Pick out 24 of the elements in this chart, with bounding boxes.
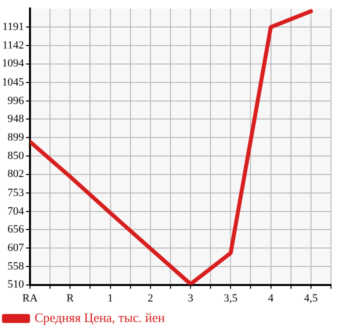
y-tick-label: 704: [8, 205, 24, 218]
y-tick-label: 996: [8, 94, 24, 107]
x-tick-label: RA: [22, 292, 38, 304]
y-tick-label: 850: [8, 150, 24, 162]
y-tick-label: 802: [8, 168, 24, 180]
x-tick-label: 4,5: [304, 292, 318, 304]
y-tick-label: 510: [8, 278, 24, 291]
legend-label: Средняя Цена, тыс. йен: [34, 310, 165, 325]
x-tick-label: 1: [108, 292, 114, 304]
y-tick-label: 753: [8, 186, 24, 199]
y-tick-label: 948: [8, 112, 24, 125]
x-tick-label: 2: [148, 292, 154, 304]
y-tick-label: 656: [8, 223, 24, 236]
x-tick-label: 4: [268, 292, 274, 304]
y-tick-label: 1191: [2, 21, 24, 34]
x-tick-label: R: [66, 292, 74, 304]
y-tick-label: 1045: [2, 76, 24, 88]
x-tick-label: 3: [188, 292, 194, 304]
y-tick-label: 558: [8, 260, 24, 273]
y-tick-label: 1142: [2, 40, 24, 52]
y-tick-label: 1094: [2, 58, 24, 70]
x-tick-label: 3,5: [224, 292, 238, 304]
y-tick-label: 607: [8, 242, 24, 254]
y-tick-label: 899: [8, 132, 24, 144]
